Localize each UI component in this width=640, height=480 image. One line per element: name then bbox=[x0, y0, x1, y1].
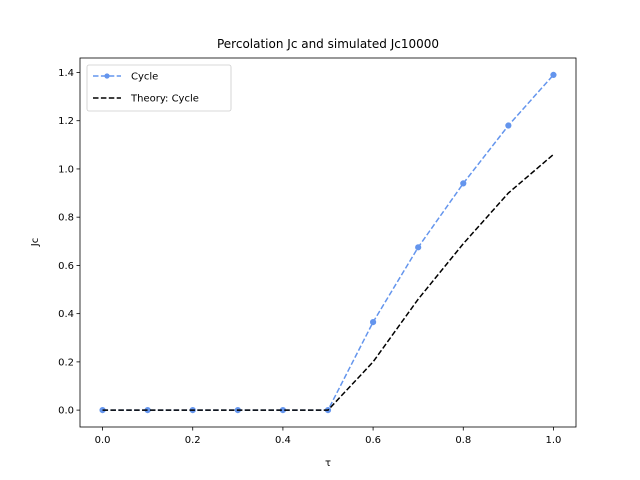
legend-label: Cycle bbox=[131, 72, 158, 83]
data-point bbox=[550, 71, 557, 78]
y-tick-label: 1.0 bbox=[58, 164, 74, 175]
x-tick-label: 0.2 bbox=[185, 435, 201, 446]
data-point bbox=[415, 244, 422, 251]
data-point bbox=[505, 122, 512, 129]
legend-box bbox=[86, 64, 232, 112]
legend: Cycle Theory: Cycle bbox=[86, 64, 232, 112]
y-tick-label: 1.2 bbox=[58, 116, 74, 127]
x-tick-label: 1.0 bbox=[546, 435, 562, 446]
x-axis-label: τ bbox=[325, 458, 331, 469]
y-tick-label: 0.0 bbox=[58, 406, 74, 417]
plot-frame bbox=[79, 57, 577, 428]
y-tick-label: 0.6 bbox=[58, 261, 74, 272]
x-tick-label: 0.8 bbox=[455, 435, 471, 446]
series-line-0 bbox=[102, 74, 555, 411]
y-tick-label: 1.4 bbox=[58, 68, 74, 79]
legend-label: Theory: Cycle bbox=[130, 94, 199, 105]
legend-marker bbox=[104, 73, 110, 79]
y-tick-label: 0.4 bbox=[58, 309, 74, 320]
data-point bbox=[460, 180, 467, 187]
x-tick-label: 0.4 bbox=[275, 435, 291, 446]
y-tick-label: 0.2 bbox=[58, 357, 74, 368]
plot-area: 0.0 0.2 0.4 0.6 0.8 1.0 0.0 0.2 0.4 0.6 0.8 1.0 1.2 1… bbox=[58, 57, 577, 446]
chart-title: Percolation Jc and simulated Jc10000 bbox=[217, 37, 439, 51]
x-tick-label: 0.6 bbox=[365, 435, 381, 446]
x-tick-label: 0.0 bbox=[95, 435, 111, 446]
data-point bbox=[369, 318, 377, 326]
y-tick-label: 0.8 bbox=[58, 213, 74, 224]
series-line-1 bbox=[102, 153, 554, 411]
y-axis-label: Jc bbox=[30, 238, 41, 247]
